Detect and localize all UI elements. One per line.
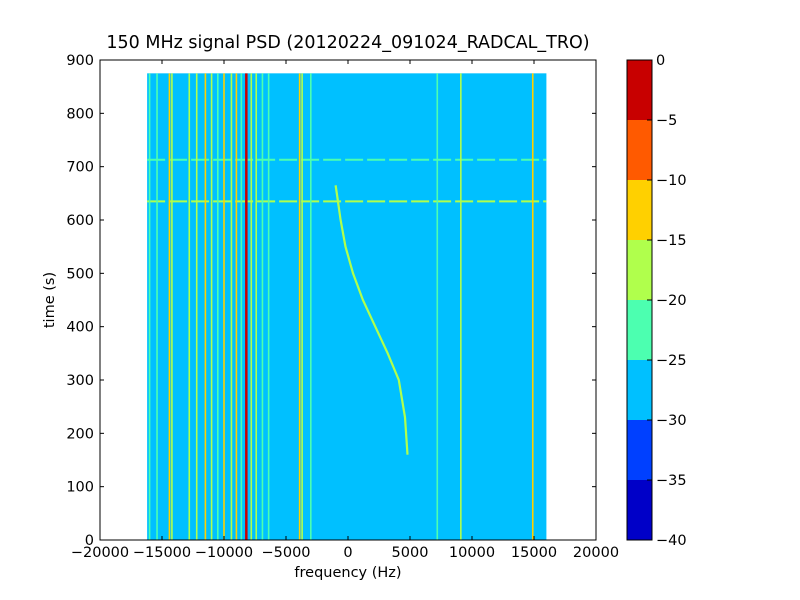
x-tick-label: 0 [343, 545, 352, 561]
x-tick-label: −5000 [261, 545, 310, 561]
y-tick-label: 500 [66, 266, 94, 282]
x-tick-label: 10000 [449, 545, 495, 561]
y-tick-label: 900 [66, 53, 94, 69]
drift-trace [334, 185, 409, 455]
colorbar-tick-label: −30 [656, 413, 687, 429]
colorbar-tick-label: −5 [656, 113, 677, 129]
colorbar-band-5 [627, 180, 652, 240]
colorbar-tick-label: −25 [656, 353, 687, 369]
y-tick-label: 0 [85, 533, 94, 549]
chart-title: 150 MHz signal PSD (20120224_091024_RADC… [106, 33, 589, 53]
colorbar-tick-label: −15 [656, 233, 687, 249]
colorbar-band-0 [627, 480, 652, 540]
colorbar-tick-label: 0 [656, 53, 665, 69]
x-tick-label: −10000 [195, 545, 253, 561]
spectrogram-plot [99, 59, 597, 541]
x-tick-label: −20000 [71, 545, 129, 561]
colorbar-tick-label: −10 [656, 173, 687, 189]
colorbar-band-4 [627, 240, 652, 300]
x-tick-label: 15000 [511, 545, 557, 561]
colorbar-tick-label: −40 [656, 533, 687, 549]
colorbar-tick-label: −20 [656, 293, 687, 309]
colorbar-band-3 [627, 300, 652, 360]
x-tick-label: −15000 [133, 545, 191, 561]
x-axis: −20000 −15000 −10000 −5000 0 5000 10000 15000 20… [71, 60, 619, 561]
y-tick-label: 600 [66, 213, 94, 229]
y-tick-label: 800 [66, 106, 94, 122]
x-axis-label: frequency (Hz) [294, 565, 401, 581]
colorbar-tick-label: −35 [656, 473, 687, 489]
colorbar-band-1 [627, 420, 652, 480]
colorbar-band-7 [627, 60, 652, 120]
y-tick-label: 400 [66, 320, 94, 336]
y-tick-label: 100 [66, 480, 94, 496]
spectrogram-data [147, 73, 547, 540]
data-background [147, 73, 547, 540]
y-axis: 0 100 200 300 400 500 600 700 800 900 [66, 53, 596, 549]
y-axis-label: time (s) [42, 272, 58, 328]
y-tick-label: 300 [66, 373, 94, 389]
x-tick-label: 20000 [573, 545, 619, 561]
colorbar: 0 −5 −10 −15 −20 −25 −30 −35 −40 [626, 53, 687, 549]
colorbar-band-2 [627, 360, 652, 420]
y-tick-label: 700 [66, 160, 94, 176]
y-tick-label: 200 [66, 426, 94, 442]
x-tick-label: 5000 [392, 545, 429, 561]
colorbar-band-6 [627, 120, 652, 180]
